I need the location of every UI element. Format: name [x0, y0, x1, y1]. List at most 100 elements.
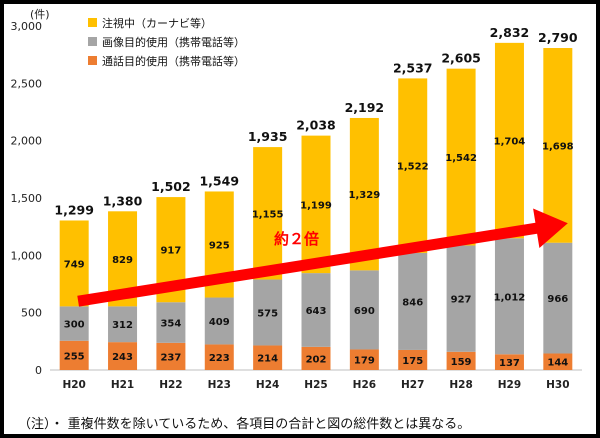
segment-value-label: 1,155	[252, 209, 284, 220]
x-tick-label: H30	[546, 379, 569, 391]
bar-segment	[543, 48, 573, 243]
bar-segment	[446, 68, 476, 246]
bar-segment	[59, 306, 89, 341]
bar-segment	[398, 252, 428, 350]
total-value-label: 2,832	[490, 25, 530, 40]
segment-value-label: 925	[209, 240, 230, 251]
segment-value-label: 1,704	[494, 137, 526, 148]
segment-value-label: 144	[547, 358, 568, 369]
segment-value-label: 409	[209, 317, 230, 328]
legend-label: 注視中（カーナビ等）	[102, 16, 212, 30]
x-tick-label: H20	[62, 379, 85, 391]
bar-segment	[446, 245, 476, 352]
segment-value-label: 1,199	[300, 200, 332, 211]
segment-value-label: 179	[354, 356, 375, 367]
legend-swatch	[88, 37, 97, 46]
total-value-label: 1,502	[151, 179, 191, 194]
segment-value-label: 175	[402, 356, 423, 367]
x-tick-label: H29	[498, 379, 521, 391]
bar-segment	[349, 349, 379, 370]
bar-segment	[494, 42, 524, 239]
segment-value-label: 966	[547, 294, 568, 305]
segment-value-label: 829	[112, 255, 133, 266]
segment-value-label: 202	[306, 354, 327, 365]
y-tick-label: 2,000	[11, 135, 43, 148]
bar-segment	[59, 340, 89, 370]
x-tick-label: H25	[304, 379, 327, 391]
trend-arrow	[77, 208, 568, 307]
bar-segment	[156, 302, 186, 343]
x-tick-label: H28	[449, 379, 472, 391]
legend-label: 通話目的使用（携帯電話等）	[102, 54, 245, 68]
segment-value-label: 1,542	[445, 153, 477, 164]
bar-segment	[301, 346, 331, 370]
bar-segment	[543, 242, 573, 354]
x-tick-label: H23	[208, 379, 231, 391]
x-tick-label: H22	[159, 379, 182, 391]
bar-segment	[446, 351, 476, 370]
bar-segment	[156, 342, 186, 370]
bar-segment	[253, 147, 283, 280]
segment-value-label: 243	[112, 352, 133, 363]
data-labels: 255 300 749 1,299 243 312 829 1,380 237 354 917 1,5…	[54, 25, 577, 369]
total-value-label: 2,537	[393, 60, 433, 75]
segment-value-label: 312	[112, 320, 133, 331]
legend-swatch	[88, 18, 97, 27]
total-value-label: 1,935	[248, 129, 288, 144]
bar-segment	[204, 344, 234, 370]
bar-segment	[494, 354, 524, 370]
total-value-label: 1,549	[199, 173, 239, 188]
segment-value-label: 575	[257, 308, 278, 319]
y-tick-label: 0	[35, 364, 42, 377]
segment-value-label: 223	[209, 353, 230, 364]
bar-segment	[398, 78, 428, 253]
legend-swatch	[88, 56, 97, 65]
bar-segment	[301, 273, 331, 347]
segment-value-label: 749	[64, 259, 85, 270]
bar-segment	[108, 342, 138, 370]
legend-label: 画像目的使用（携帯電話等）	[102, 35, 245, 49]
bar-segment	[301, 135, 331, 274]
segment-value-label: 917	[160, 246, 181, 257]
segment-value-label: 255	[64, 351, 85, 362]
y-unit-label: (件)	[30, 8, 50, 21]
segment-value-label: 354	[160, 319, 181, 330]
y-tick-label: 1,500	[11, 192, 43, 205]
bar-segment	[253, 345, 283, 370]
total-value-label: 2,192	[345, 100, 385, 115]
segment-value-label: 927	[451, 295, 472, 306]
y-tick-label: 500	[21, 307, 42, 320]
segment-value-label: 159	[451, 357, 472, 368]
segment-value-label: 300	[64, 320, 85, 331]
chart-frame: (件) 0 500 1,000 1,500 2,000 2,500 3,000 H20 H21 H2…	[4, 4, 596, 434]
y-tick-label: 1,000	[11, 249, 43, 262]
x-tick-label: H26	[353, 379, 376, 391]
total-value-label: 2,605	[441, 51, 481, 66]
stacked-bar-chart: (件) 0 500 1,000 1,500 2,000 2,500 3,000 H20 H21 H2…	[11, 8, 582, 391]
bar-segment	[204, 297, 234, 345]
segment-value-label: 1,698	[542, 141, 574, 152]
segment-value-label: 1,329	[349, 190, 381, 201]
total-value-label: 2,038	[296, 118, 336, 133]
y-tick-label: 3,000	[11, 20, 43, 33]
trend-arrow-layer: 約２倍	[77, 208, 568, 307]
segment-value-label: 237	[160, 352, 181, 363]
legend: 注視中（カーナビ等） 画像目的使用（携帯電話等） 通話目的使用（携帯電話等）	[88, 16, 245, 68]
segment-value-label: 214	[257, 354, 278, 365]
bar-segment	[543, 353, 573, 370]
x-tick-label: H21	[111, 379, 134, 391]
total-value-label: 1,299	[54, 202, 94, 217]
trend-annotation: 約２倍	[274, 230, 319, 248]
segment-value-label: 1,012	[494, 292, 526, 303]
segment-value-label: 643	[306, 306, 327, 317]
bars	[59, 42, 573, 370]
segment-value-label: 1,522	[397, 162, 429, 173]
segment-value-label: 137	[499, 358, 520, 369]
footnote: （注）・ 重複件数を除いているため、各項目の合計と図の総件数とは異なる。	[18, 417, 471, 432]
x-tick-label: H24	[256, 379, 279, 391]
bar-segment	[108, 306, 138, 343]
segment-value-label: 846	[402, 297, 423, 308]
segment-value-label: 690	[354, 306, 375, 317]
bar-segment	[494, 238, 524, 355]
bar-segment	[349, 117, 379, 271]
